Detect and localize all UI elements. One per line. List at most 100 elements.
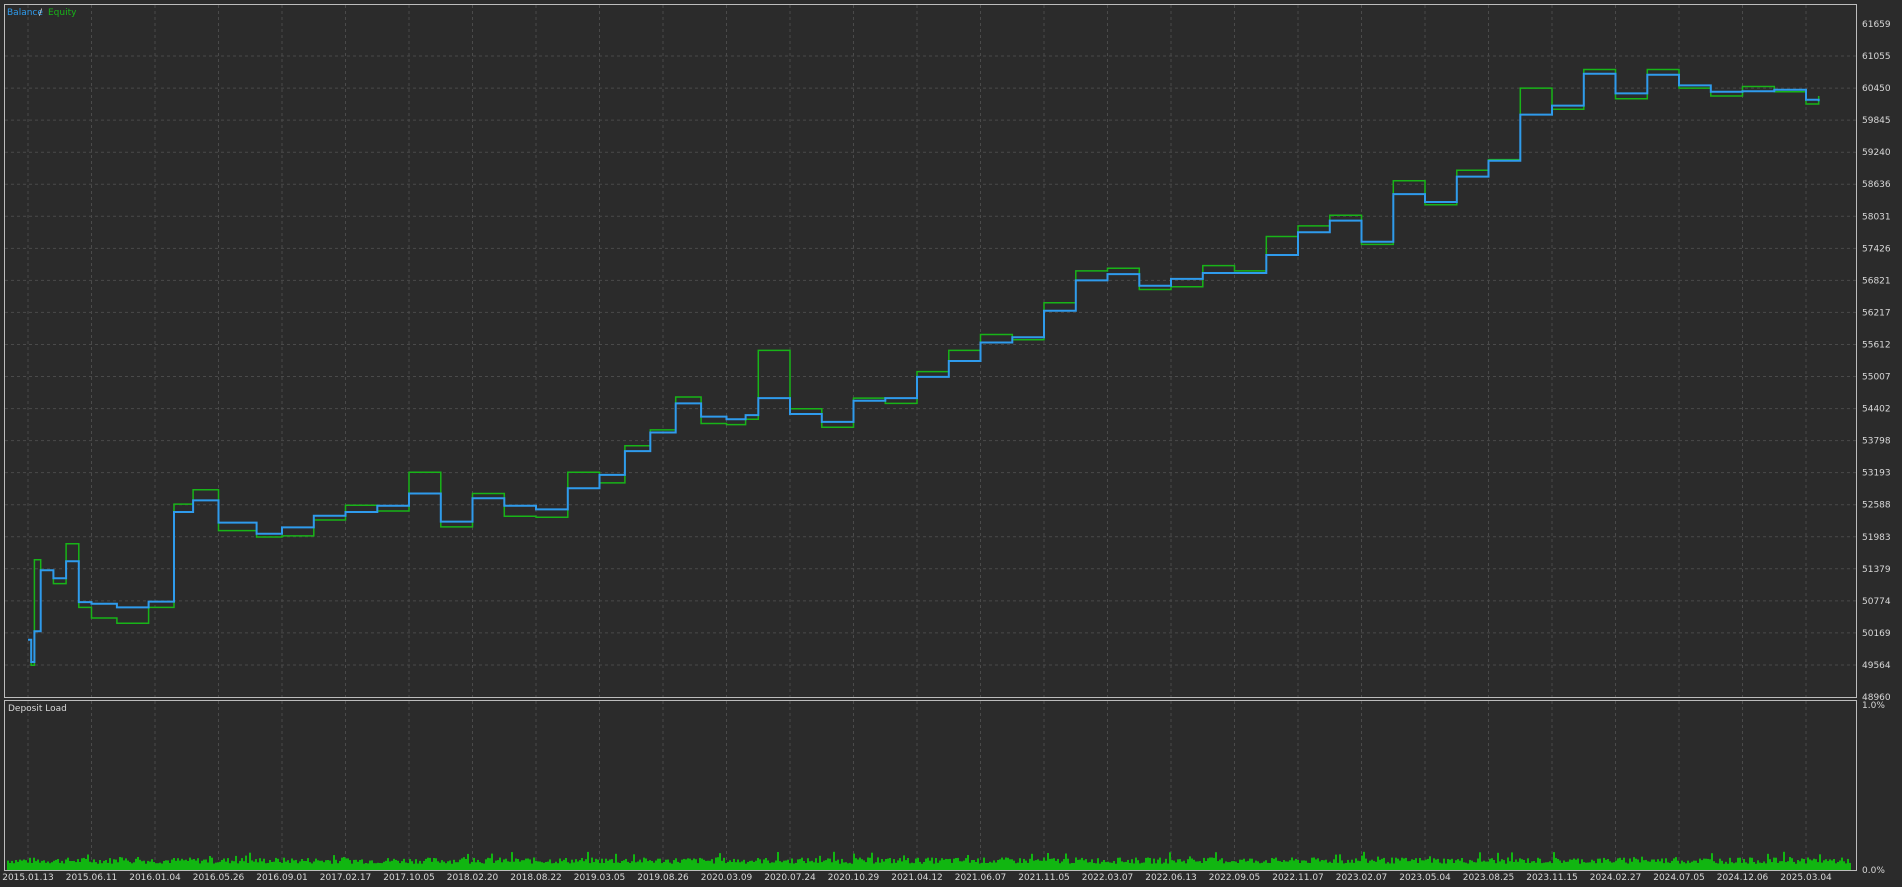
deposit-bar bbox=[753, 862, 755, 870]
deposit-bar bbox=[733, 858, 735, 870]
deposit-bar bbox=[229, 863, 231, 870]
deposit-bar bbox=[1083, 860, 1085, 870]
deposit-bar bbox=[899, 858, 901, 870]
deposit-bar bbox=[1139, 863, 1141, 870]
deposit-bar bbox=[825, 860, 827, 870]
deposit-bar bbox=[793, 863, 795, 870]
deposit-bar bbox=[1653, 859, 1655, 870]
deposit-bar bbox=[1539, 858, 1541, 870]
deposit-bar bbox=[1249, 858, 1251, 870]
deposit-bar bbox=[1583, 862, 1585, 870]
deposit-bar bbox=[593, 862, 595, 870]
deposit-bar bbox=[1467, 863, 1469, 870]
deposit-bar bbox=[571, 859, 573, 870]
deposit-bar bbox=[1113, 861, 1115, 870]
deposit-bar bbox=[673, 860, 675, 870]
deposit-bar bbox=[1349, 862, 1351, 870]
deposit-bar bbox=[885, 859, 887, 870]
deposit-bar bbox=[1595, 863, 1597, 870]
deposit-bar bbox=[1393, 863, 1395, 870]
deposit-bar bbox=[1155, 863, 1157, 870]
deposit-bar bbox=[305, 861, 307, 870]
deposit-bar bbox=[273, 861, 275, 870]
deposit-bar bbox=[1481, 861, 1483, 870]
deposit-bar bbox=[719, 853, 721, 870]
deposit-bar bbox=[757, 858, 759, 870]
deposit-bar bbox=[789, 863, 791, 870]
deposit-bar bbox=[1055, 860, 1057, 870]
deposit-bar bbox=[477, 859, 479, 870]
deposit-bar bbox=[1051, 858, 1053, 870]
deposit-bar bbox=[951, 862, 953, 870]
deposit-bar bbox=[953, 858, 955, 870]
deposit-bar bbox=[875, 862, 877, 870]
deposit-bar bbox=[313, 861, 315, 870]
deposit-bar bbox=[1251, 858, 1253, 870]
deposit-bar bbox=[1259, 863, 1261, 870]
deposit-bar bbox=[665, 859, 667, 870]
deposit-bar bbox=[465, 859, 467, 870]
deposit-bar bbox=[1463, 862, 1465, 870]
deposit-bar bbox=[815, 858, 817, 870]
deposit-bar bbox=[1319, 861, 1321, 870]
deposit-bar bbox=[1357, 860, 1359, 870]
deposit-bar bbox=[677, 861, 679, 870]
deposit-bar bbox=[1711, 853, 1713, 870]
deposit-bar bbox=[349, 860, 351, 870]
deposit-bar bbox=[271, 862, 273, 870]
deposit-bar bbox=[939, 860, 941, 870]
deposit-bar bbox=[1573, 858, 1575, 870]
deposit-bar bbox=[1469, 859, 1471, 870]
deposit-bar bbox=[657, 858, 659, 870]
deposit-bar bbox=[1543, 862, 1545, 870]
deposit-bar bbox=[989, 861, 991, 870]
deposit-bar bbox=[553, 863, 555, 870]
x-tick-label: 2022.03.07 bbox=[1082, 873, 1134, 883]
deposit-bar bbox=[777, 852, 779, 870]
deposit-bar bbox=[461, 858, 463, 870]
deposit-bar bbox=[1221, 858, 1223, 870]
deposit-bar bbox=[1491, 858, 1493, 870]
deposit-bar bbox=[1831, 860, 1833, 870]
deposit-bar bbox=[525, 858, 527, 870]
deposit-bar bbox=[1389, 863, 1391, 870]
deposit-bar bbox=[991, 862, 993, 870]
deposit-bar bbox=[527, 858, 529, 870]
deposit-bar bbox=[389, 861, 391, 870]
deposit-bar bbox=[1379, 859, 1381, 870]
deposit-bar bbox=[625, 858, 627, 870]
deposit-bar bbox=[377, 862, 379, 870]
deposit-bar bbox=[1359, 861, 1361, 870]
deposit-bar bbox=[561, 861, 563, 870]
deposit-bar bbox=[1755, 863, 1757, 870]
deposit-bar bbox=[415, 859, 417, 870]
deposit-bar bbox=[1031, 853, 1033, 870]
deposit-bar bbox=[227, 858, 229, 870]
deposit-bar bbox=[1593, 860, 1595, 870]
deposit-bar bbox=[1157, 859, 1159, 870]
deposit-bar bbox=[1409, 861, 1411, 870]
deposit-bar bbox=[687, 858, 689, 870]
deposit-bar bbox=[559, 858, 561, 870]
deposit-bar bbox=[805, 863, 807, 870]
deposit-bar bbox=[1665, 858, 1667, 870]
deposit-bar bbox=[755, 860, 757, 870]
deposit-bar bbox=[479, 862, 481, 870]
deposit-bar bbox=[627, 861, 629, 870]
y-tick-label: 55612 bbox=[1862, 340, 1891, 350]
deposit-bar bbox=[771, 862, 773, 870]
deposit-bar bbox=[1001, 857, 1003, 870]
deposit-bar bbox=[1289, 860, 1291, 870]
deposit-bar bbox=[449, 860, 451, 870]
deposit-bar bbox=[1089, 862, 1091, 870]
deposit-bar bbox=[1565, 861, 1567, 870]
deposit-bar bbox=[1307, 862, 1309, 870]
deposit-bar bbox=[1341, 860, 1343, 870]
deposit-bar bbox=[21, 860, 23, 870]
deposit-bar bbox=[1763, 861, 1765, 870]
deposit-bar bbox=[1789, 857, 1791, 870]
deposit-bar bbox=[699, 857, 701, 870]
deposit-bar bbox=[1383, 857, 1385, 870]
deposit-bar bbox=[303, 860, 305, 870]
deposit-bar bbox=[1487, 861, 1489, 870]
